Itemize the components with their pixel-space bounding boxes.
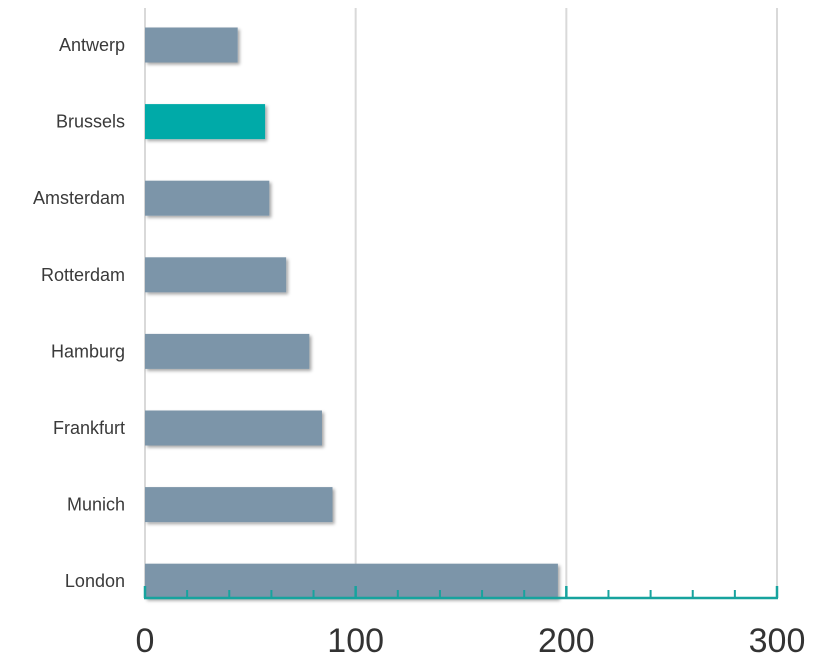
category-labels: Antwerp Brussels Amsterdam Rotterdam Hamburg… xyxy=(33,35,125,591)
bar-brussels xyxy=(145,104,266,140)
bar-munich xyxy=(145,487,333,523)
x-tick-label-0: 0 xyxy=(136,622,155,660)
x-axis: 0 100 200 300 xyxy=(136,586,806,660)
x-tick-label-200: 200 xyxy=(538,622,595,660)
category-label-brussels: Brussels xyxy=(56,112,125,132)
bar-london xyxy=(145,563,558,599)
bar-rotterdam xyxy=(145,257,287,293)
bar-hamburg xyxy=(145,333,310,369)
category-label-frankfurt: Frankfurt xyxy=(53,418,125,438)
category-label-amsterdam: Amsterdam xyxy=(33,188,125,208)
category-label-munich: Munich xyxy=(67,495,125,515)
category-label-rotterdam: Rotterdam xyxy=(41,265,125,285)
bar-frankfurt xyxy=(145,410,322,446)
bar-amsterdam xyxy=(145,180,270,216)
category-label-antwerp: Antwerp xyxy=(59,35,125,55)
bars xyxy=(145,27,558,599)
category-label-london: London xyxy=(65,571,125,591)
category-label-hamburg: Hamburg xyxy=(51,341,125,361)
x-tick-label-100: 100 xyxy=(327,622,384,660)
x-tick-label-300: 300 xyxy=(749,622,806,660)
bar-antwerp xyxy=(145,27,238,63)
